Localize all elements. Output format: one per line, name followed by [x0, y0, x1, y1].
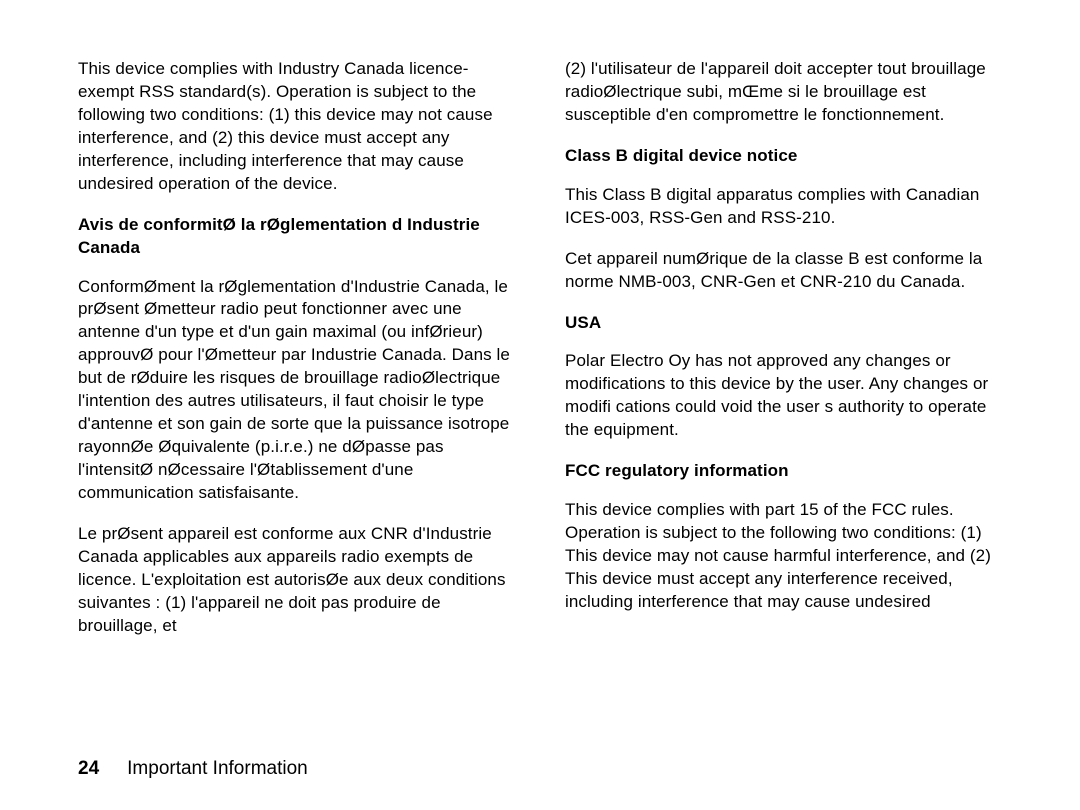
section-heading: Avis de conformitØ la rØglementation d I… — [78, 214, 515, 260]
body-paragraph: Le prØsent appareil est conforme aux CNR… — [78, 523, 515, 638]
page-footer: 24 Important Information — [78, 758, 1002, 780]
body-paragraph: Polar Electro Oy has not approved any ch… — [565, 350, 1002, 442]
section-heading: FCC regulatory information — [565, 460, 1002, 483]
body-paragraph: This device complies with Industry Canad… — [78, 58, 515, 196]
right-column: (2) l'utilisateur de l'appareil doit acc… — [565, 58, 1002, 744]
body-paragraph: (2) l'utilisateur de l'appareil doit acc… — [565, 58, 1002, 127]
section-heading: Class B digital device notice — [565, 145, 1002, 168]
page-number: 24 — [78, 758, 99, 780]
footer-title: Important Information — [127, 758, 308, 780]
body-paragraph: This device complies with part 15 of the… — [565, 499, 1002, 614]
document-page: This device complies with Industry Canad… — [0, 0, 1080, 810]
left-column: This device complies with Industry Canad… — [78, 58, 515, 744]
body-paragraph: This Class B digital apparatus complies … — [565, 184, 1002, 230]
body-paragraph: Cet appareil numØrique de la classe B es… — [565, 248, 1002, 294]
section-heading: USA — [565, 312, 1002, 335]
body-paragraph: ConformØment la rØglementation d'Industr… — [78, 276, 515, 505]
two-column-layout: This device complies with Industry Canad… — [78, 58, 1002, 744]
